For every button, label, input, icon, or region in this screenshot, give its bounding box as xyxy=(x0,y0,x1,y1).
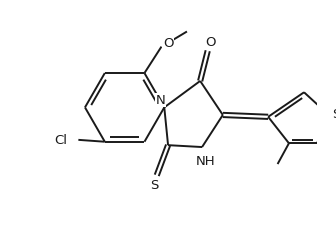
Text: O: O xyxy=(163,37,173,50)
Text: NH: NH xyxy=(196,154,216,167)
Text: S: S xyxy=(150,179,158,191)
Text: S: S xyxy=(332,107,336,120)
Text: N: N xyxy=(156,94,165,107)
Text: Cl: Cl xyxy=(54,134,67,147)
Text: O: O xyxy=(205,36,216,49)
